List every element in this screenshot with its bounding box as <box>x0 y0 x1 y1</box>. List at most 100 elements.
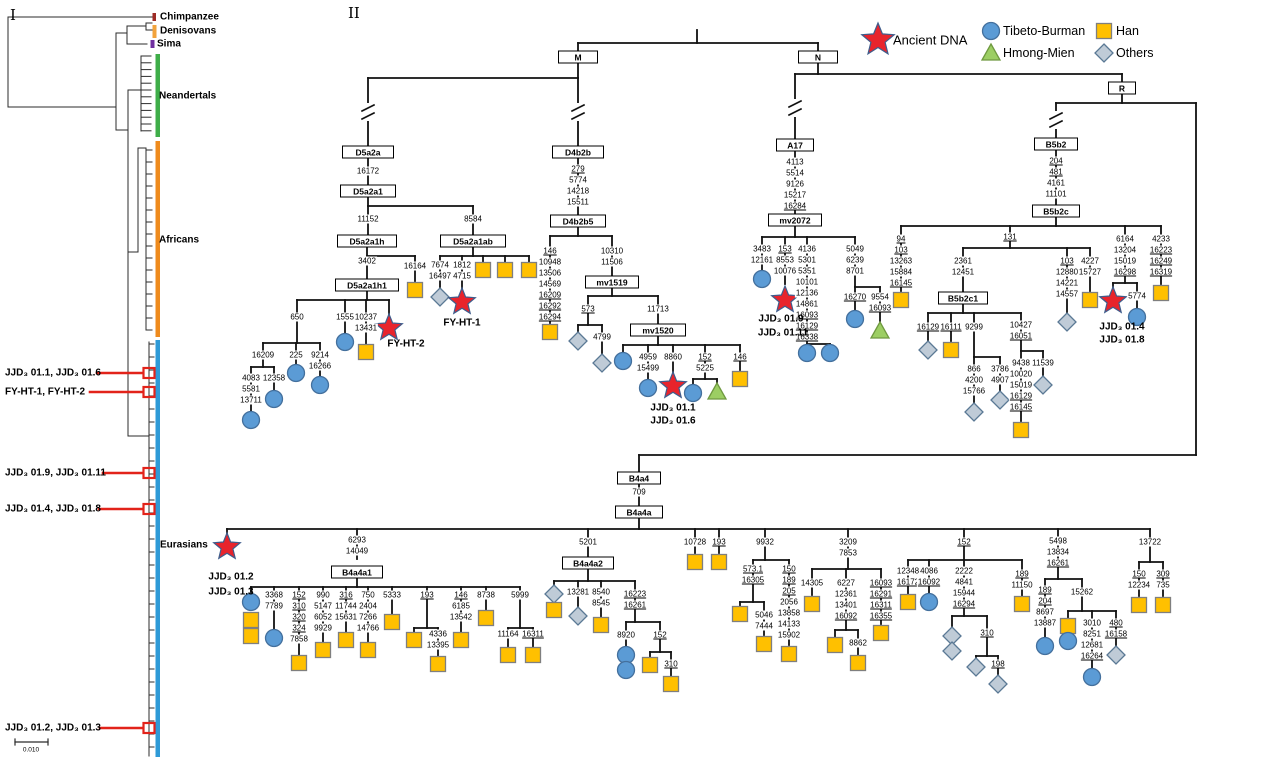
han-square-icon <box>1059 617 1077 635</box>
sample-label-jjd-01-8: JJD₃ 01.8 <box>1099 334 1145 346</box>
mutation-label: 309 <box>1155 569 1171 579</box>
tibeto-burman-circle-icon <box>1058 631 1078 651</box>
mutation-label: 12234 <box>1126 580 1152 590</box>
haplogroup-box-b4a4a2: B4a4a2 <box>562 556 614 570</box>
mutation-label: 8701 <box>845 266 865 276</box>
mutation-label: 16145 <box>1008 402 1034 412</box>
mutation-label: 7858 <box>289 634 309 644</box>
mutation-label: 193 <box>419 590 435 600</box>
han-square-icon <box>359 641 377 659</box>
mutation-label: 4083 <box>241 373 261 383</box>
sample-label-jjd-01-11: JJD₃ 01.11 <box>757 327 809 339</box>
branch-break-icon <box>787 99 803 109</box>
han-square-icon <box>592 616 610 634</box>
mutation-label: 11506 <box>600 257 624 267</box>
mutation-label: 9554 <box>870 292 890 302</box>
han-square-icon <box>710 553 728 571</box>
mutation-label: 3786 <box>990 364 1010 374</box>
others-diamond-icon <box>1033 375 1053 395</box>
haplogroup-box-a17: A17 <box>776 138 814 152</box>
ancient-dna-star-icon <box>1098 285 1128 314</box>
scale-bar-label: 0.010 <box>22 746 40 754</box>
others-diamond-icon <box>1057 312 1077 332</box>
branch-break-icon <box>1048 119 1064 129</box>
mutation-label: 13542 <box>448 612 474 622</box>
haplogroup-box-d5a2a1h: D5a2a1h <box>337 234 397 248</box>
annotation-label-jjd-01-1-jjd-01-6: JJD₃ 01.1, JJD₃ 01.6 <box>5 367 101 379</box>
mutation-label: 5774 <box>1127 291 1147 301</box>
mutation-label: 13395 <box>425 640 451 650</box>
mutation-label: 8862 <box>848 638 868 648</box>
mutation-label: 16355 <box>868 611 894 621</box>
mutation-label: 15499 <box>635 363 661 373</box>
tibeto-burman-circle-icon <box>1082 667 1102 687</box>
species-tick <box>152 13 156 21</box>
branch-break-gap <box>364 103 372 121</box>
others-diamond-icon <box>942 641 962 661</box>
mutation-label: 16338 <box>794 332 820 342</box>
branch-break-icon <box>360 111 376 121</box>
han-square-icon <box>1152 284 1170 302</box>
tibeto-burman-circle-icon <box>638 378 658 398</box>
others-diamond-icon <box>1094 43 1114 63</box>
mutation-label: 10237 <box>353 312 379 322</box>
mutation-label: 189 <box>1014 569 1030 579</box>
han-square-icon <box>1130 596 1148 614</box>
mutation-label: 5225 <box>695 363 715 373</box>
mutation-label: 14049 <box>344 546 370 556</box>
species-label-eurasians: Eurasians <box>160 539 208 551</box>
mutation-label: 16264 <box>1079 651 1105 661</box>
mutation-label: 205 <box>781 586 797 596</box>
mutation-label: 204 <box>1048 156 1064 166</box>
han-square-icon <box>892 291 910 309</box>
tibeto-burman-circle-icon <box>797 343 817 363</box>
others-diamond-icon <box>568 606 588 626</box>
mutation-label: 16172 <box>895 577 921 587</box>
mutation-label: 480 <box>1108 618 1124 628</box>
mutation-label: 6164 <box>1115 234 1135 244</box>
mutation-label: 10427 <box>1008 320 1034 330</box>
mutation-label: 5774 <box>568 175 588 185</box>
han-square-icon <box>662 675 680 693</box>
mutation-label: 16209 <box>250 350 276 360</box>
mutation-label: 11152 <box>356 214 380 224</box>
mutation-label: 14221 <box>1054 278 1080 288</box>
han-square-icon <box>731 370 749 388</box>
mutation-label: 15727 <box>1077 267 1103 277</box>
mutation-label: 9299 <box>964 322 984 332</box>
han-square-icon <box>1013 595 1031 613</box>
haplogroup-box-d5a2a1ab: D5a2a1ab <box>440 234 506 248</box>
mutation-label: 735 <box>1155 580 1171 590</box>
mutation-label: 5046 <box>754 610 774 620</box>
mutation-label: 16249 <box>1148 256 1174 266</box>
branch-break-gap <box>1052 111 1060 129</box>
han-square-icon <box>541 323 559 341</box>
han-square-icon <box>780 645 798 663</box>
mutation-label: 16284 <box>782 201 808 211</box>
clade-color-bar <box>155 141 160 337</box>
mutation-label: 13401 <box>833 600 859 610</box>
mutation-label: 14766 <box>355 623 381 633</box>
ancient-dna-star-icon <box>860 21 896 56</box>
han-square-icon <box>849 654 867 672</box>
legend-ancient-dna-label: Ancient DNA <box>893 32 968 48</box>
mutation-label: 12681 <box>1079 640 1105 650</box>
mutation-label: 12361 <box>833 589 859 599</box>
mutation-label: 4161 <box>1046 178 1066 188</box>
mutation-label: 3209 <box>838 537 858 547</box>
mutation-label: 16292 <box>537 301 563 311</box>
mutation-label: 16172 <box>355 166 381 176</box>
mutation-label: 4227 <box>1080 256 1100 266</box>
mutation-label: 16270 <box>842 292 868 302</box>
others-diamond-icon <box>964 402 984 422</box>
mutation-label: 9932 <box>755 537 775 547</box>
mutation-label: 14218 <box>565 186 591 196</box>
mutation-label: 5201 <box>578 537 598 547</box>
mutation-label: 2361 <box>953 256 973 266</box>
mutation-label: 225 <box>288 350 304 360</box>
mutation-label: 2404 <box>358 601 378 611</box>
mutation-label: 193 <box>711 537 727 547</box>
species-label-chimpanzee: Chimpanzee <box>160 11 219 23</box>
mutation-label: 16223 <box>1148 245 1174 255</box>
